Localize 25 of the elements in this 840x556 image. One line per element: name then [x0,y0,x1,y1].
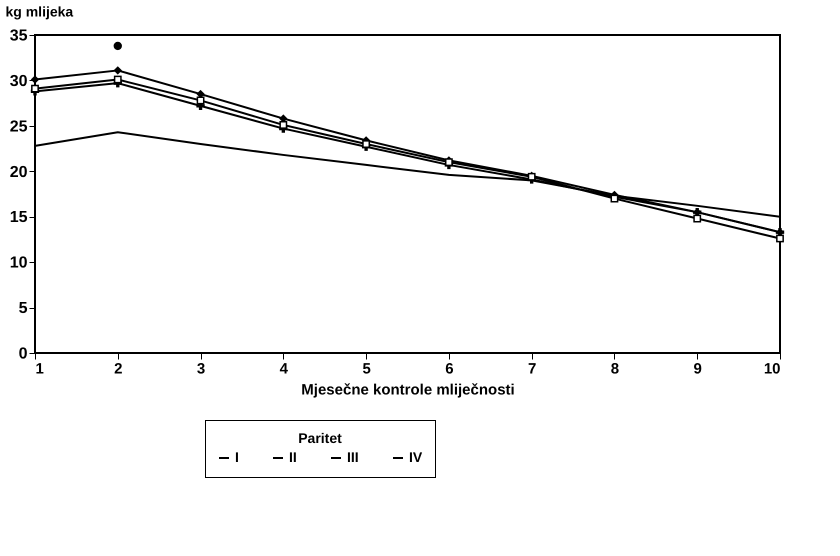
y-tick-label: 15 [10,209,28,226]
legend-label: I [235,449,239,465]
y-tick-label: 35 [10,28,28,44]
legend-label: III [347,449,359,465]
x-axis-title: Mjesečne kontrole mliječnosti [301,382,515,398]
x-tick-label: 1 [36,360,44,378]
y-tick-label: 20 [10,164,28,181]
legend-label: IV [409,449,423,465]
y-tick-label: 25 [10,118,28,136]
y-tick-label: 10 [10,254,28,272]
x-tick-label: 7 [528,360,536,378]
x-tick-label: 6 [445,360,454,378]
x-tick-label: 9 [694,360,702,378]
x-tick-label: 10 [764,360,780,378]
y-tick-label: 5 [18,300,28,318]
x-tick-label: 3 [196,360,206,378]
legend-title: Paritet [298,430,342,446]
y-axis-title: kg mlijeka [6,4,74,20]
y-tick-label: 0 [18,346,28,362]
x-tick-label: 2 [114,360,122,378]
y-tick-label: 30 [10,72,28,90]
x-tick-label: 5 [362,360,371,378]
legend-label: II [289,449,297,465]
x-tick-label: 4 [280,360,289,378]
x-tick-label: 8 [610,360,620,378]
